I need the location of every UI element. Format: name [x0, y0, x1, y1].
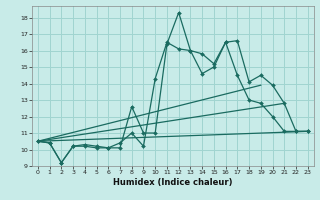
X-axis label: Humidex (Indice chaleur): Humidex (Indice chaleur): [113, 178, 233, 187]
